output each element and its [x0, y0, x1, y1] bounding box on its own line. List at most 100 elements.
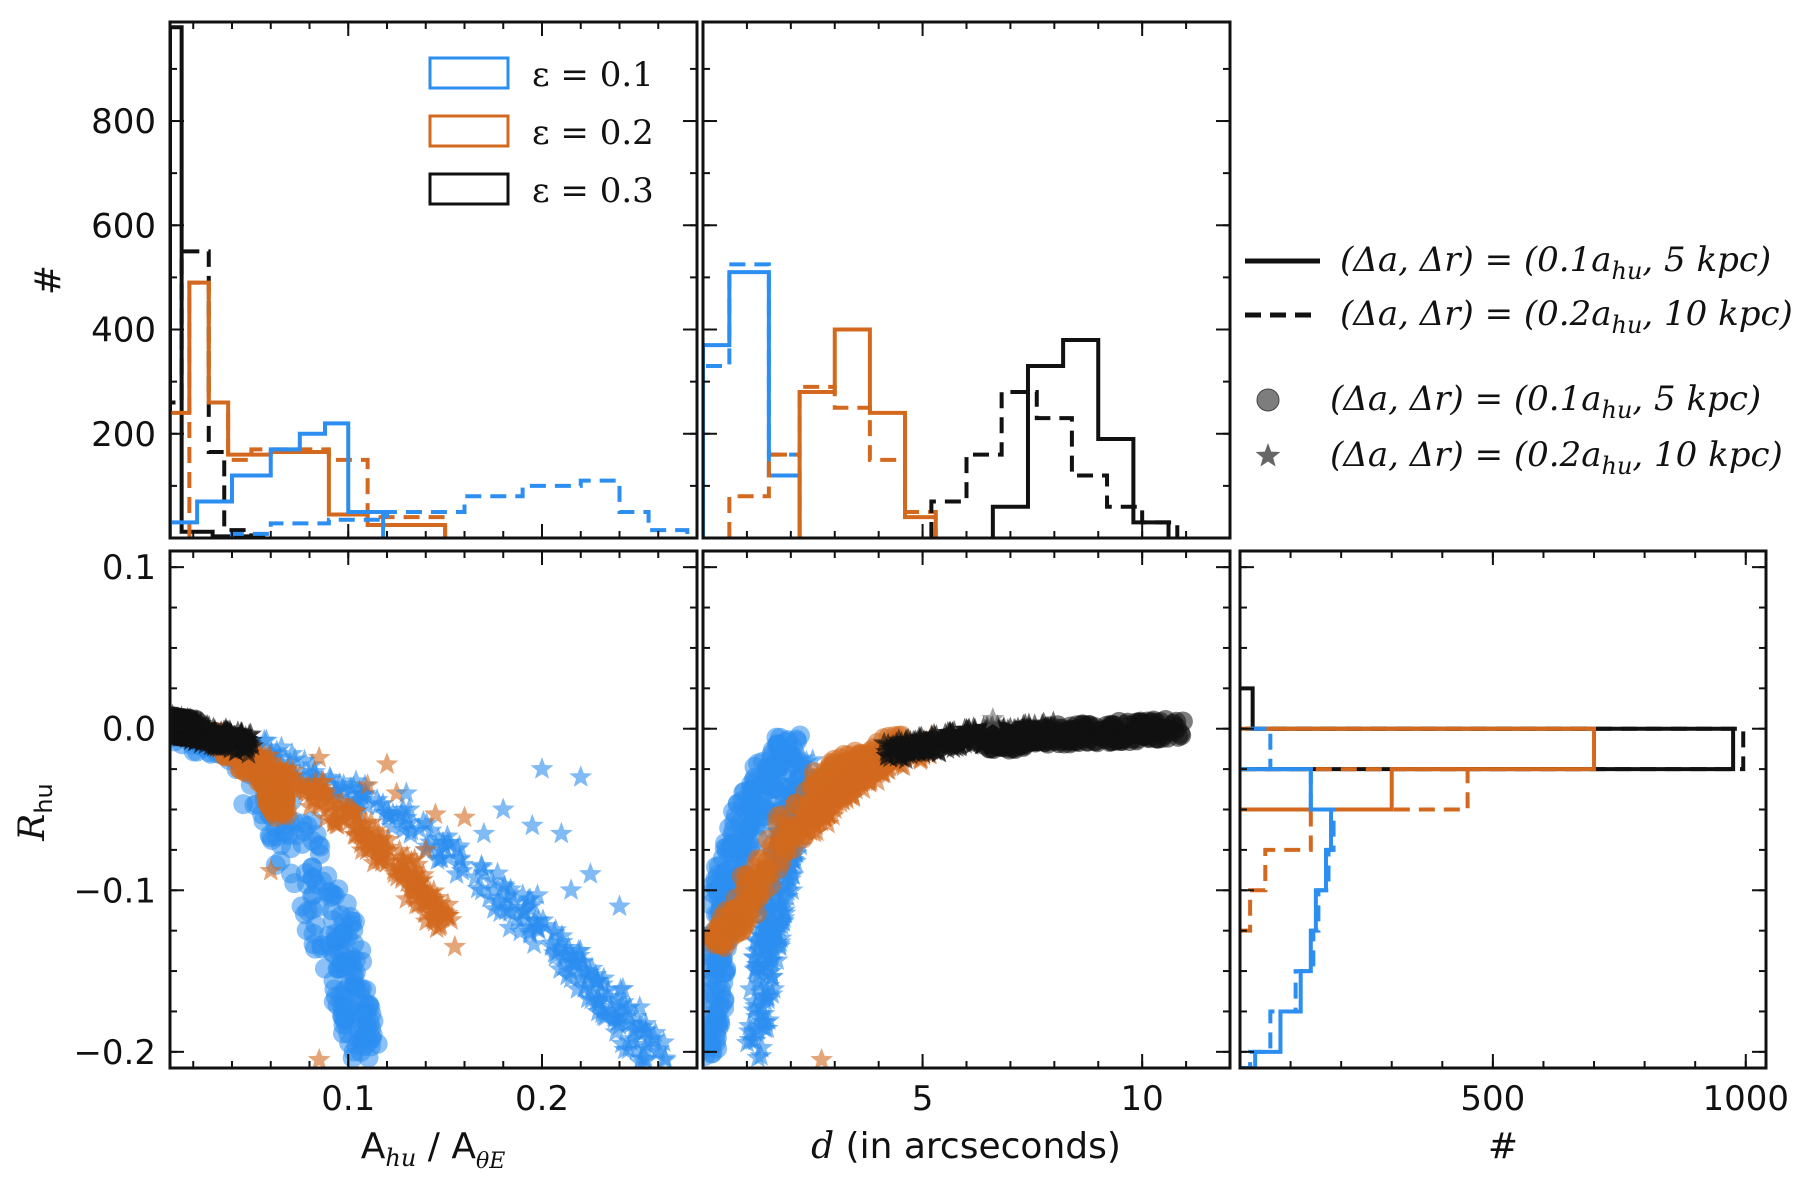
scatter_d-point	[817, 801, 841, 824]
scatter_d-point	[805, 772, 826, 793]
legend-config-sub: hu	[1602, 452, 1633, 480]
scatter_area-point	[355, 794, 379, 816]
scatter_area-point	[412, 810, 435, 832]
scatter_d-point	[939, 723, 962, 746]
scatter_area-point	[235, 731, 259, 754]
scatter_d-point	[970, 732, 994, 755]
ylabel-sub: hu	[30, 783, 58, 813]
scatter_area-point	[318, 785, 342, 808]
hist_d-step-1	[703, 262, 802, 538]
scatter_area-point	[419, 830, 442, 853]
hist_R-step-3	[1240, 767, 1470, 933]
scatter_area-point	[252, 728, 276, 751]
scatter_d-point	[1061, 719, 1082, 740]
scatter_area-point	[292, 833, 313, 854]
scatter_area-point	[590, 981, 614, 1003]
scatter_area-outlier	[520, 813, 544, 836]
scatter_area-point	[358, 1047, 379, 1068]
scatter_area-point	[311, 935, 332, 956]
legend-config-sub: hu	[1612, 257, 1643, 285]
legend-config-tail: , 10 kpc)	[1642, 294, 1792, 334]
scatter_area-point	[436, 831, 460, 853]
ytick-label: −0.2	[73, 1033, 156, 1073]
scatter_d-point	[927, 733, 951, 755]
xlabel-d-tail: (in arcseconds)	[834, 1126, 1121, 1167]
legend-circle-marker	[1256, 388, 1280, 412]
scatter_area-point	[360, 835, 384, 857]
scatter_area-point	[526, 883, 549, 905]
scatter_area-point	[405, 852, 429, 875]
scatter_d-point	[885, 745, 909, 767]
scatter_d-point	[761, 948, 784, 971]
scatter_d-point	[781, 863, 805, 886]
legend-eps-label: ε = 0.2	[532, 113, 654, 153]
axes-frames	[168, 20, 1768, 1070]
scatter_area-point	[436, 892, 460, 915]
scatter_d-point	[749, 1044, 773, 1066]
legend-eps-label: ε = 0.1	[532, 55, 654, 95]
scatter_area-point	[380, 814, 404, 837]
scatter_area-point	[339, 1033, 360, 1054]
scatter_d-point	[767, 806, 788, 827]
scatter_area-point	[552, 954, 576, 976]
scatter_area-outlier	[453, 805, 476, 828]
scatter_d-point	[749, 980, 773, 1003]
scatter_d-point	[771, 895, 795, 917]
xtick-label: 500	[1460, 1079, 1525, 1119]
scatter_area-outlier	[356, 773, 379, 795]
hist_area-step-0	[170, 25, 254, 538]
scatter_d-point	[894, 728, 918, 751]
scatter_d-point	[884, 731, 908, 754]
scatter_area-point	[586, 999, 610, 1022]
scatter_area-point	[628, 995, 652, 1017]
scatter_area-point	[653, 1046, 677, 1068]
scatter_area-point	[388, 839, 411, 861]
scatter_area-point	[584, 963, 607, 985]
scatter_area-point	[652, 1030, 675, 1052]
scatter_area-point	[344, 815, 368, 838]
scatter_area-point	[448, 846, 472, 869]
scatter_area-outlier	[472, 821, 496, 844]
scatter_d-point	[792, 803, 816, 825]
xlabel-count: #	[1488, 1126, 1518, 1167]
scatter_area-point	[518, 922, 542, 944]
scatter_area-point	[394, 806, 418, 828]
scatter_d-point	[714, 989, 735, 1010]
scatter_d-point	[962, 721, 985, 743]
scatter_d-point	[1172, 711, 1193, 732]
scatter_area-point	[647, 1037, 670, 1060]
scatter_d-point	[843, 752, 867, 774]
scatter_area-point	[451, 852, 475, 875]
scatter_area-outlier	[375, 752, 399, 774]
scatter_d-point	[731, 839, 752, 860]
scatter_area-point	[354, 810, 378, 833]
scatter_area-point	[343, 823, 366, 845]
scatter_area-point	[400, 818, 423, 841]
scatter_d-point	[985, 728, 1009, 751]
scatter_area-point	[229, 721, 253, 744]
scatter_area-point	[611, 1001, 635, 1024]
scatter_area-point	[314, 806, 337, 829]
scatter_area-point	[522, 932, 546, 954]
scatter_d-point	[740, 791, 761, 812]
scatter_area-point	[389, 860, 412, 883]
scatter_area-point	[328, 879, 349, 900]
scatter_d-point	[722, 824, 743, 845]
scatter_d-point	[767, 898, 790, 921]
scatter_area-point	[611, 990, 635, 1012]
xtick-label: 1000	[1703, 1079, 1790, 1119]
scatter_d-outlier	[810, 1047, 833, 1068]
scatter_area-point	[170, 708, 180, 729]
scatter_d-point	[1125, 723, 1146, 744]
scatter_area-point	[634, 1048, 658, 1068]
scatter_area-point	[610, 1031, 634, 1054]
ytick-label: 200	[91, 415, 156, 455]
scatter_area-point	[426, 827, 450, 849]
scatter_d-point	[777, 763, 801, 785]
hist_d-step-3	[727, 384, 938, 538]
scatter_d-point	[768, 912, 791, 935]
xtick-label: 5	[912, 1079, 934, 1119]
scatter_area-point	[411, 863, 435, 885]
scatter_area-point	[362, 1024, 383, 1045]
scatter_area-point	[498, 900, 522, 922]
